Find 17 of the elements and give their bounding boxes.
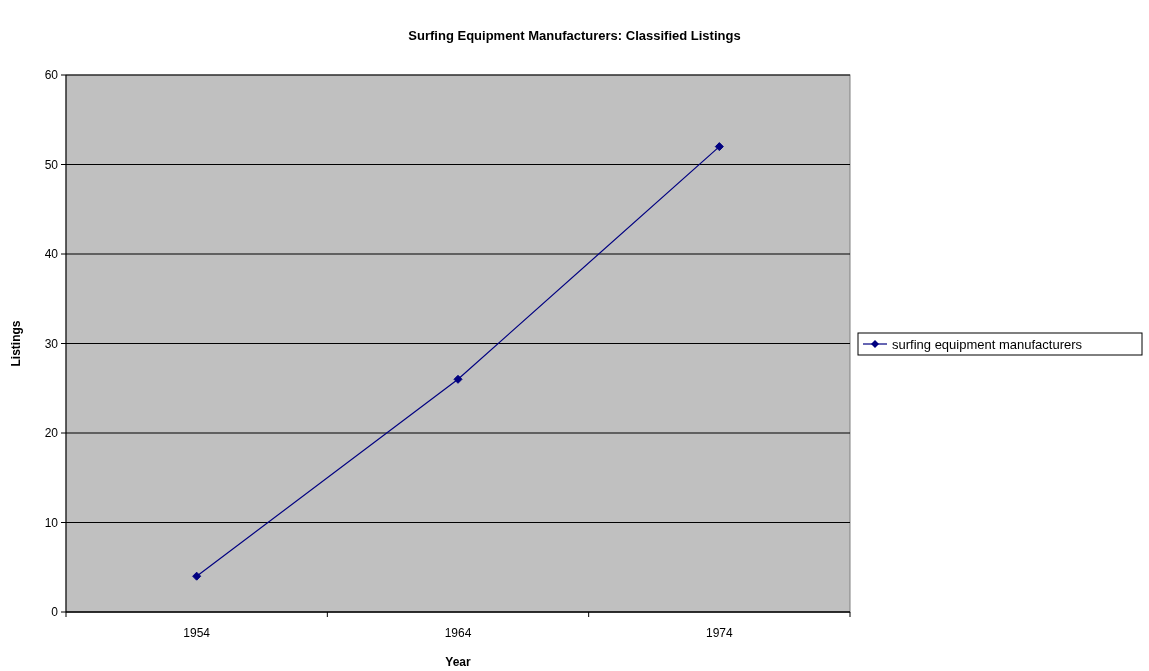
x-tick-label: 1954 — [183, 626, 211, 640]
x-axis-title: Year — [445, 655, 472, 669]
y-tick-label: 20 — [44, 426, 59, 441]
point — [453, 374, 463, 384]
point — [192, 571, 202, 581]
y-tick-label: 10 — [44, 515, 59, 530]
chart-title: Surfing Equipment Manufacturers: Classified Listings — [408, 28, 741, 43]
y-tick-label: 60 — [44, 68, 59, 83]
y-axis-title: Listings — [9, 320, 23, 367]
y-tick-label: 0 — [51, 605, 59, 620]
y-tick-label: 40 — [44, 247, 59, 262]
x-tick-label: 1964 — [444, 626, 472, 640]
point — [714, 142, 724, 152]
y-tick-label: 30 — [44, 336, 59, 351]
x-tick-label: 1974 — [705, 626, 733, 640]
legend-label: surfing equipment manufacturers — [892, 336, 1083, 352]
y-tick-label: 50 — [44, 157, 59, 172]
